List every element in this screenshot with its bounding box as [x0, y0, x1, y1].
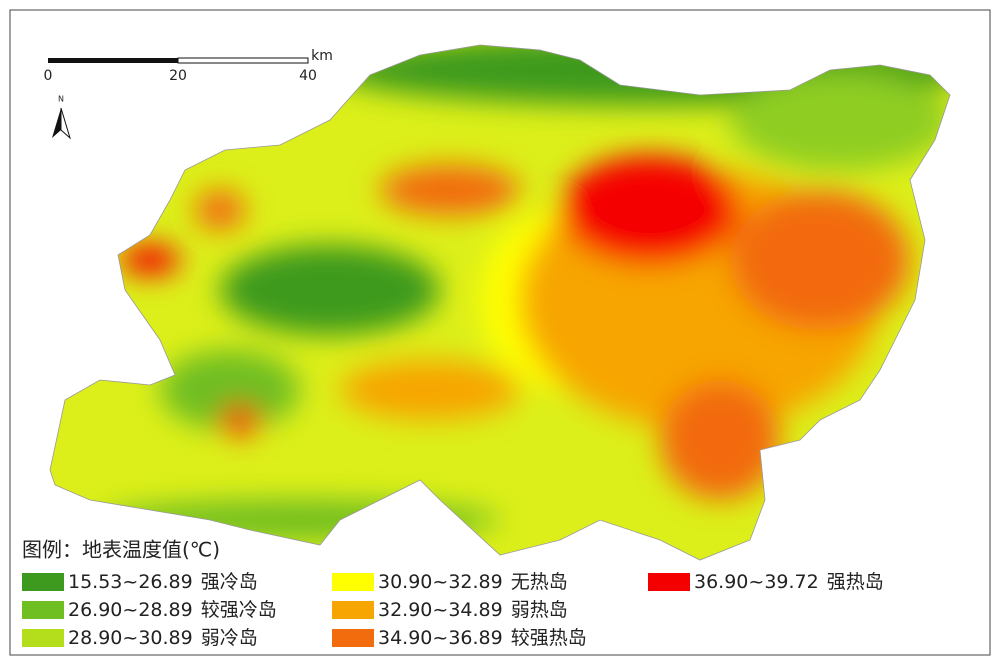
legend-label: 15.53~26.89 强冷岛	[68, 571, 258, 593]
legend: 15.53~26.89 强冷岛 26.90~28.89 较强冷岛 28.90~30.89…	[22, 571, 884, 649]
legend-label: 26.90~28.89 较强冷岛	[68, 599, 277, 621]
legend-label: 36.90~39.72 强热岛	[694, 571, 884, 593]
legend-item: 30.90~32.89 无热岛	[332, 571, 568, 593]
legend-class: 弱冷岛	[201, 627, 258, 649]
scale-tick-label: 20	[169, 68, 187, 84]
scale-tick-label: 0	[44, 68, 53, 84]
legend-swatch	[22, 601, 64, 619]
scale-segment	[177, 57, 309, 64]
legend-label: 34.90~36.89 较强热岛	[378, 627, 587, 649]
legend-class: 较强冷岛	[201, 599, 277, 621]
legend-range: 36.90~39.72	[694, 571, 819, 593]
legend-label: 28.90~30.89 弱冷岛	[68, 627, 258, 649]
legend-label: 30.90~32.89 无热岛	[378, 571, 568, 593]
region-outline	[49, 44, 951, 561]
legend-class: 弱热岛	[511, 599, 568, 621]
legend-title: 图例：地表温度值(℃)	[22, 538, 220, 562]
scale-segment	[48, 58, 178, 63]
scale-bar: km 0 20 40	[44, 48, 333, 84]
legend-range: 28.90~30.89	[68, 627, 193, 649]
legend-class: 强热岛	[827, 571, 884, 593]
legend-swatch	[648, 573, 690, 591]
scale-tick-label: 40	[299, 68, 317, 84]
legend-item: 28.90~30.89 弱冷岛	[22, 627, 258, 649]
legend-item: 36.90~39.72 强热岛	[648, 571, 884, 593]
legend-class: 无热岛	[511, 571, 568, 593]
legend-class: 较强热岛	[511, 627, 587, 649]
legend-range: 26.90~28.89	[68, 599, 193, 621]
north-arrow: N	[52, 95, 71, 140]
legend-range: 30.90~32.89	[378, 571, 503, 593]
legend-swatch	[22, 629, 64, 647]
legend-swatch	[332, 629, 374, 647]
north-arrow-right	[60, 107, 71, 140]
legend-range: 32.90~34.89	[378, 599, 503, 621]
legend-item: 26.90~28.89 较强冷岛	[22, 599, 277, 621]
legend-swatch	[332, 573, 374, 591]
legend-range: 34.90~36.89	[378, 627, 503, 649]
legend-item: 32.90~34.89 弱热岛	[332, 599, 568, 621]
legend-class: 强冷岛	[201, 571, 258, 593]
legend-item: 34.90~36.89 较强热岛	[332, 627, 587, 649]
legend-range: 15.53~26.89	[68, 571, 193, 593]
scale-unit: km	[311, 48, 333, 64]
north-arrow-left	[52, 108, 61, 138]
legend-item: 15.53~26.89 强冷岛	[22, 571, 258, 593]
legend-swatch	[332, 601, 374, 619]
legend-swatch	[22, 573, 64, 591]
legend-label: 32.90~34.89 弱热岛	[378, 599, 568, 621]
north-label: N	[58, 95, 64, 104]
